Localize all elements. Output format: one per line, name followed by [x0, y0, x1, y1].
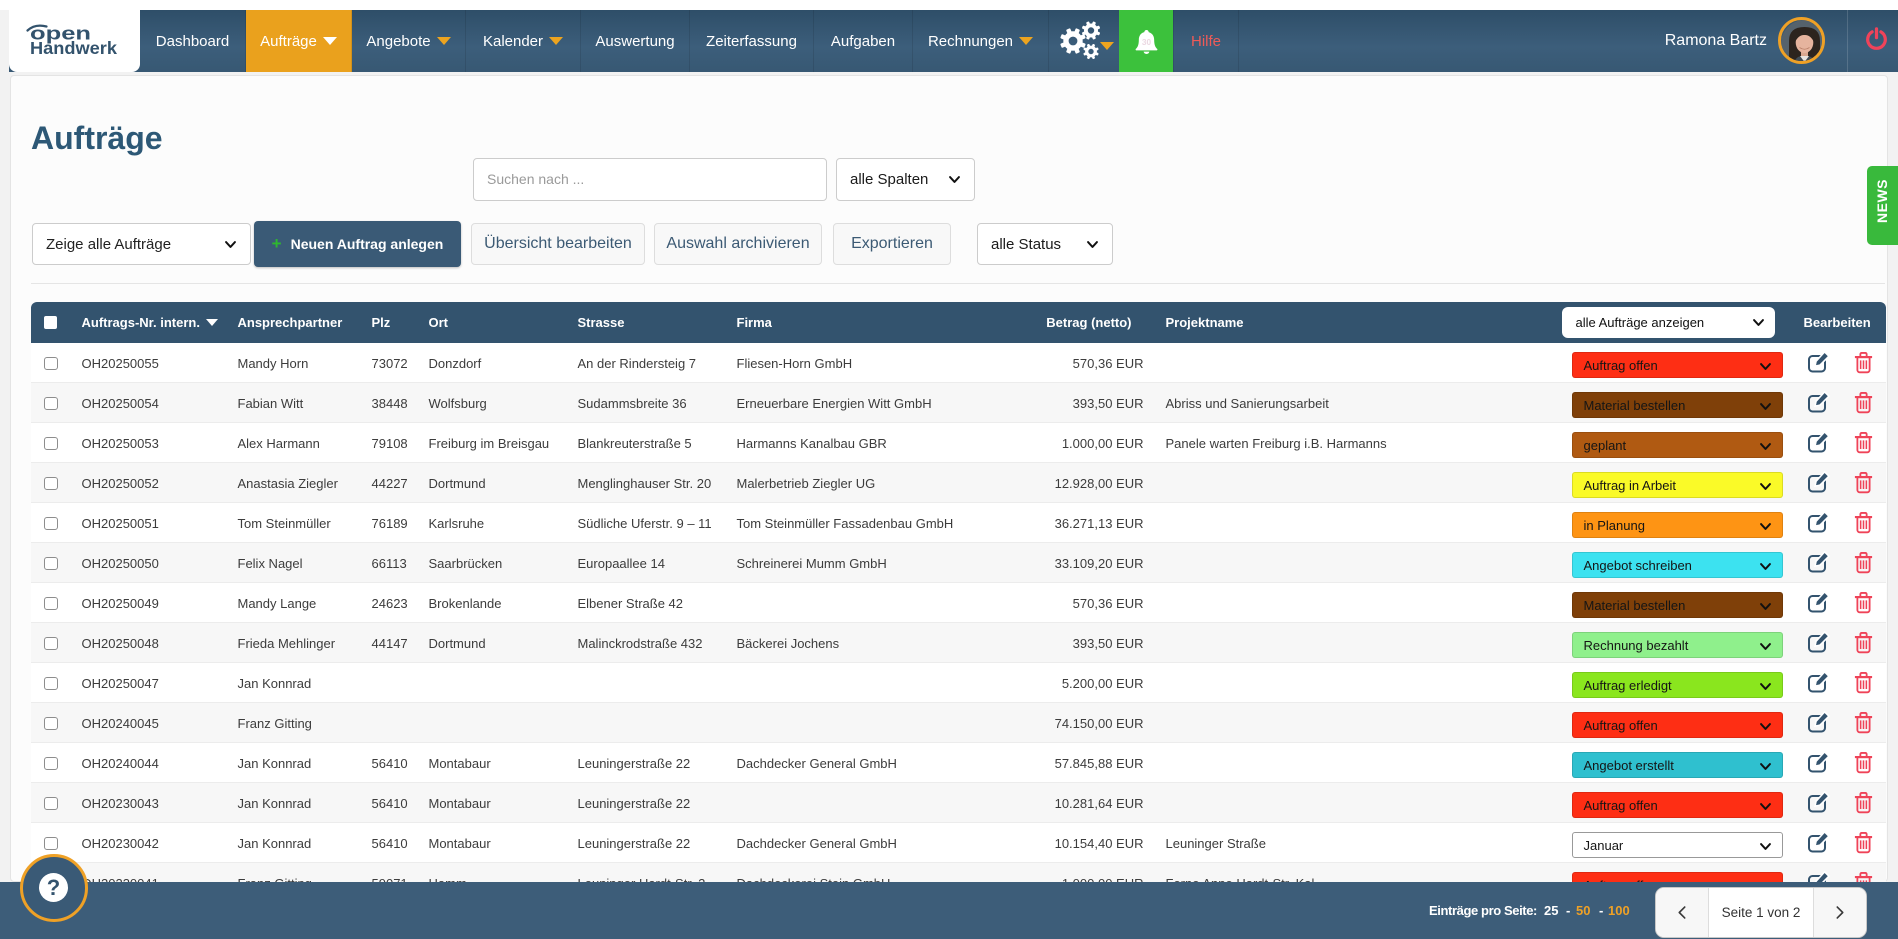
- svg-text:30: 30: [1141, 36, 1151, 46]
- svg-text:open: open: [30, 23, 91, 44]
- svg-text:Handwerk: Handwerk: [30, 38, 117, 58]
